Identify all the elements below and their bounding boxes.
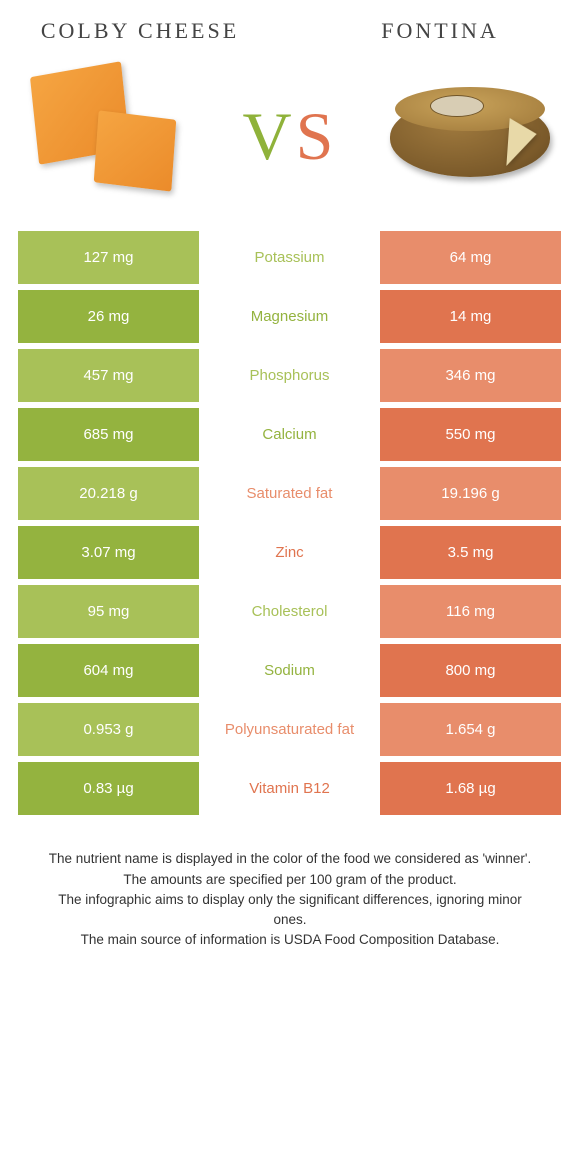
left-value: 95 mg — [18, 585, 199, 638]
nutrient-label: Cholesterol — [199, 585, 380, 638]
right-value: 14 mg — [380, 290, 561, 343]
table-row: 95 mgCholesterol116 mg — [18, 585, 562, 638]
nutrient-table: 127 mgPotassium64 mg 26 mgMagnesium14 mg 4… — [18, 231, 562, 815]
right-value: 1.68 µg — [380, 762, 561, 815]
nutrient-label: Saturated fat — [199, 467, 380, 520]
footer-line: The main source of information is USDA F… — [40, 930, 540, 950]
right-value: 346 mg — [380, 349, 561, 402]
table-row: 20.218 gSaturated fat19.196 g — [18, 467, 562, 520]
vs-label: V S — [243, 97, 338, 176]
left-value: 3.07 mg — [18, 526, 199, 579]
left-value: 0.953 g — [18, 703, 199, 756]
title-right: Fontina — [340, 18, 540, 43]
left-value: 685 mg — [18, 408, 199, 461]
nutrient-label: Calcium — [199, 408, 380, 461]
footer-line: The amounts are specified per 100 gram o… — [40, 870, 540, 890]
table-row: 604 mgSodium800 mg — [18, 644, 562, 697]
left-value: 127 mg — [18, 231, 199, 284]
footer-line: The nutrient name is displayed in the co… — [40, 849, 540, 869]
left-value: 457 mg — [18, 349, 199, 402]
table-row: 0.953 gPolyunsaturated fat1.654 g — [18, 703, 562, 756]
table-row: 685 mgCalcium550 mg — [18, 408, 562, 461]
vs-s: S — [296, 97, 338, 176]
nutrient-label: Potassium — [199, 231, 380, 284]
table-row: 0.83 µgVitamin B121.68 µg — [18, 762, 562, 815]
right-value: 116 mg — [380, 585, 561, 638]
nutrient-label: Phosphorus — [199, 349, 380, 402]
right-value: 550 mg — [380, 408, 561, 461]
nutrient-label: Sodium — [199, 644, 380, 697]
footer-line: The infographic aims to display only the… — [40, 890, 540, 931]
nutrient-label: Vitamin B12 — [199, 762, 380, 815]
table-row: 3.07 mgZinc3.5 mg — [18, 526, 562, 579]
images-row: V S — [0, 43, 580, 231]
nutrient-label: Polyunsaturated fat — [199, 703, 380, 756]
left-value: 604 mg — [18, 644, 199, 697]
right-value: 64 mg — [380, 231, 561, 284]
nutrient-label: Zinc — [199, 526, 380, 579]
fontina-cheese-image — [380, 61, 560, 211]
left-value: 26 mg — [18, 290, 199, 343]
left-value: 20.218 g — [18, 467, 199, 520]
footer-notes: The nutrient name is displayed in the co… — [0, 821, 580, 950]
nutrient-label: Magnesium — [199, 290, 380, 343]
right-value: 3.5 mg — [380, 526, 561, 579]
right-value: 1.654 g — [380, 703, 561, 756]
header: Colby Cheese Fontina — [0, 0, 580, 43]
table-row: 457 mgPhosphorus346 mg — [18, 349, 562, 402]
vs-v: V — [243, 97, 296, 176]
right-value: 800 mg — [380, 644, 561, 697]
title-left: Colby Cheese — [40, 18, 240, 43]
right-value: 19.196 g — [380, 467, 561, 520]
left-value: 0.83 µg — [18, 762, 199, 815]
table-row: 127 mgPotassium64 mg — [18, 231, 562, 284]
colby-cheese-image — [20, 61, 200, 211]
table-row: 26 mgMagnesium14 mg — [18, 290, 562, 343]
